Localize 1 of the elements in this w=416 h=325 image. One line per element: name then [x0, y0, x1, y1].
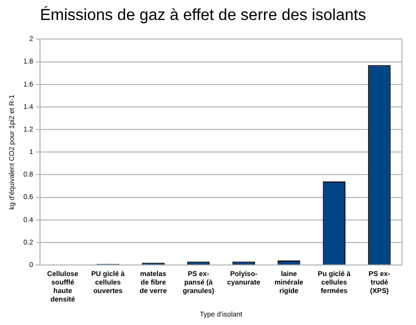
chart-title: Émissions de gaz à effet de serre des isolants — [40, 6, 366, 24]
